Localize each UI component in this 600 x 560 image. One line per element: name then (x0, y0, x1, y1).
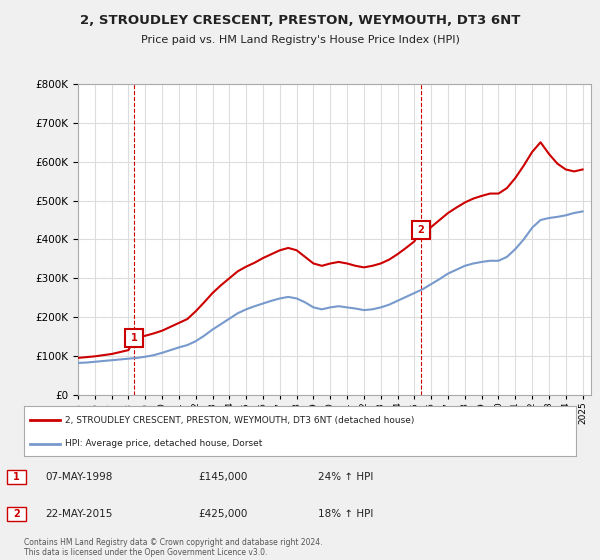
Text: 1: 1 (13, 472, 20, 482)
Text: 2, STROUDLEY CRESCENT, PRESTON, WEYMOUTH, DT3 6NT (detached house): 2, STROUDLEY CRESCENT, PRESTON, WEYMOUTH… (65, 416, 415, 424)
Text: 2: 2 (418, 225, 424, 235)
Text: £425,000: £425,000 (198, 509, 247, 519)
Text: Price paid vs. HM Land Registry's House Price Index (HPI): Price paid vs. HM Land Registry's House … (140, 35, 460, 45)
Text: £145,000: £145,000 (198, 472, 247, 482)
Text: Contains HM Land Registry data © Crown copyright and database right 2024.
This d: Contains HM Land Registry data © Crown c… (24, 538, 323, 557)
Text: 07-MAY-1998: 07-MAY-1998 (45, 472, 112, 482)
Text: 22-MAY-2015: 22-MAY-2015 (45, 509, 112, 519)
Text: 18% ↑ HPI: 18% ↑ HPI (318, 509, 373, 519)
Text: 2, STROUDLEY CRESCENT, PRESTON, WEYMOUTH, DT3 6NT: 2, STROUDLEY CRESCENT, PRESTON, WEYMOUTH… (80, 14, 520, 27)
Text: 24% ↑ HPI: 24% ↑ HPI (318, 472, 373, 482)
Text: 1: 1 (131, 333, 138, 343)
Text: 2: 2 (13, 509, 20, 519)
Text: HPI: Average price, detached house, Dorset: HPI: Average price, detached house, Dors… (65, 439, 263, 449)
